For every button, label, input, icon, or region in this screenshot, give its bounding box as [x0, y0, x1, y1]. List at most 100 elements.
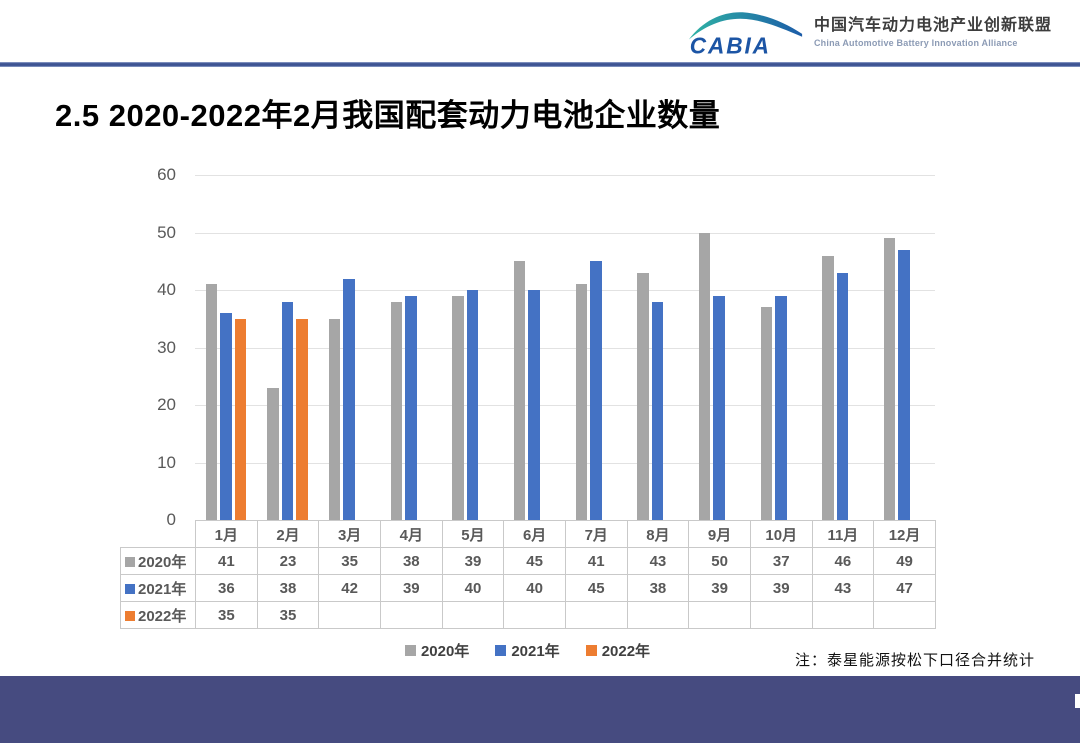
table-value-2022年-12月 [873, 601, 936, 629]
car-swoosh-icon [688, 12, 803, 40]
gridline-10 [195, 462, 935, 464]
bar-2021年-5月 [466, 290, 479, 520]
month-header: 3月 [318, 520, 381, 548]
table-row-2022年: 2022年 35 35 [120, 601, 936, 629]
table-value-2020年-7月: 41 [564, 547, 628, 575]
footer-bar [0, 676, 1080, 743]
bar-2022年-1月 [234, 318, 247, 520]
footer-notch [1075, 694, 1080, 708]
legend-key-icon [585, 644, 597, 656]
series-name: 2022年 [138, 607, 187, 625]
y-tick-label: 20 [157, 395, 176, 414]
table-value-2021年-2月: 38 [256, 574, 320, 602]
table-value-2021年-9月: 39 [688, 574, 751, 602]
bar-2020年-9月 [698, 232, 711, 520]
bar-2021年-1月 [220, 313, 232, 520]
cabia-logo: CABIA 中国汽车动力电池产业创新联盟 China Automotive Ba… [686, 6, 1052, 58]
legend-label: 2021年 [511, 642, 560, 660]
table-value-2022年-1月: 35 [195, 601, 258, 629]
bar-2021年-12月 [898, 249, 910, 520]
bar-2020年-2月 [267, 387, 279, 520]
y-tick-label: 60 [157, 165, 176, 184]
series-name: 2021年 [138, 580, 187, 598]
table-value-2022年-2月: 35 [256, 601, 320, 629]
table-value-2020年-3月: 35 [318, 547, 381, 575]
table-value-2021年-5月: 40 [441, 574, 505, 602]
month-header: 7月 [564, 520, 628, 548]
table-value-2022年-5月 [441, 601, 505, 629]
bar-2020年-5月 [452, 295, 464, 520]
bar-2021年-8月 [651, 301, 664, 520]
bar-2021年-7月 [590, 261, 602, 520]
gridline-20 [195, 405, 935, 406]
table-value-2020年-11月: 46 [811, 547, 875, 575]
y-axis: 0 10 20 30 40 50 60 [138, 165, 186, 529]
bar-2020年-8月 [637, 272, 649, 520]
month-header: 12月 [873, 520, 936, 548]
table-value-2022年-9月 [688, 601, 751, 629]
table-value-2020年-9月: 50 [688, 547, 751, 575]
table-value-2021年-11月: 43 [811, 574, 875, 602]
month-header: 10月 [749, 520, 813, 548]
bar-2020年-1月 [205, 284, 218, 520]
logo-abbr-text: CABIA [690, 33, 771, 58]
table-corner [121, 521, 196, 548]
table-value-2021年-6月: 40 [503, 574, 566, 602]
bar-2020年-7月 [575, 284, 588, 520]
legend-label: 2022年 [601, 642, 651, 660]
month-header: 6月 [503, 520, 566, 548]
month-header: 5月 [441, 520, 505, 548]
table-value-2022年-6月 [503, 601, 566, 629]
table-value-2020年-8月: 43 [626, 547, 690, 575]
bar-2021年-11月 [836, 272, 849, 520]
legend-key-icon [495, 644, 507, 656]
y-tick-label: 50 [157, 222, 176, 242]
bar-2021年-3月 [343, 278, 355, 520]
bar-2022年-2月 [296, 318, 308, 520]
table-value-2021年-1月: 36 [195, 574, 258, 602]
table-row-2021年: 2021年 36 38 42 39 40 40 45 38 39 39 43 47 [120, 574, 936, 602]
table-value-2021年-3月: 42 [318, 574, 381, 602]
table-value-2020年-5月: 39 [441, 547, 505, 575]
legend-key-icon [125, 556, 135, 567]
bar-2020年-12月 [883, 238, 896, 520]
y-tick-label: 10 [157, 452, 176, 472]
month-header: 2月 [256, 520, 320, 548]
bar-2021年-2月 [281, 301, 294, 520]
bar-2021年-6月 [528, 290, 540, 520]
y-tick-label: 0 [166, 510, 176, 529]
table-value-2020年-12月: 49 [873, 547, 936, 575]
series-label-2022年: 2022年 [120, 601, 196, 629]
footnote: 注：泰星能源按松下口径合并统计 [794, 652, 1035, 669]
chart-legend: 2020年 2021年 2022年 [120, 640, 935, 660]
table-value-2022年-7月 [564, 601, 628, 629]
table-value-2022年-10月 [749, 601, 813, 629]
table-value-2021年-4月: 39 [379, 574, 443, 602]
cabia-logo-icon: CABIA [688, 12, 803, 58]
bar-2020年-10月 [760, 307, 773, 520]
bar-2020年-3月 [328, 318, 341, 520]
month-header: 1月 [195, 520, 258, 548]
gridline-60 [195, 175, 935, 176]
header-divider [0, 62, 1080, 67]
table-value-2022年-4月 [379, 601, 443, 629]
gridline-50 [195, 232, 935, 234]
legend-label: 2020年 [420, 642, 470, 660]
table-value-2022年-3月 [318, 601, 381, 629]
logo-text: 中国汽车动力电池产业创新联盟 China Automotive Battery … [814, 15, 1052, 49]
y-tick-label: 40 [157, 280, 176, 299]
org-name-zh: 中国汽车动力电池产业创新联盟 [813, 17, 1052, 34]
data-table: 1月 2月 3月 4月 5月 6月 7月 8月 9月 10月 11月 12月 2020年 41 23 35 38… [120, 520, 936, 629]
legend-key-icon [125, 610, 135, 621]
bar-2020年-4月 [390, 301, 403, 520]
legend-item-2020年: 2020年 [404, 640, 470, 661]
bar-2021年-9月 [713, 295, 725, 520]
plot-area [195, 175, 935, 520]
legend-key-icon [125, 583, 135, 594]
month-header: 8月 [626, 520, 690, 548]
legend-item-2022年: 2022年 [585, 640, 651, 661]
legend-key-icon [404, 644, 416, 656]
month-header: 4月 [379, 520, 443, 548]
series-label-2021年: 2021年 [120, 574, 196, 602]
table-value-2020年-10月: 37 [749, 547, 813, 575]
